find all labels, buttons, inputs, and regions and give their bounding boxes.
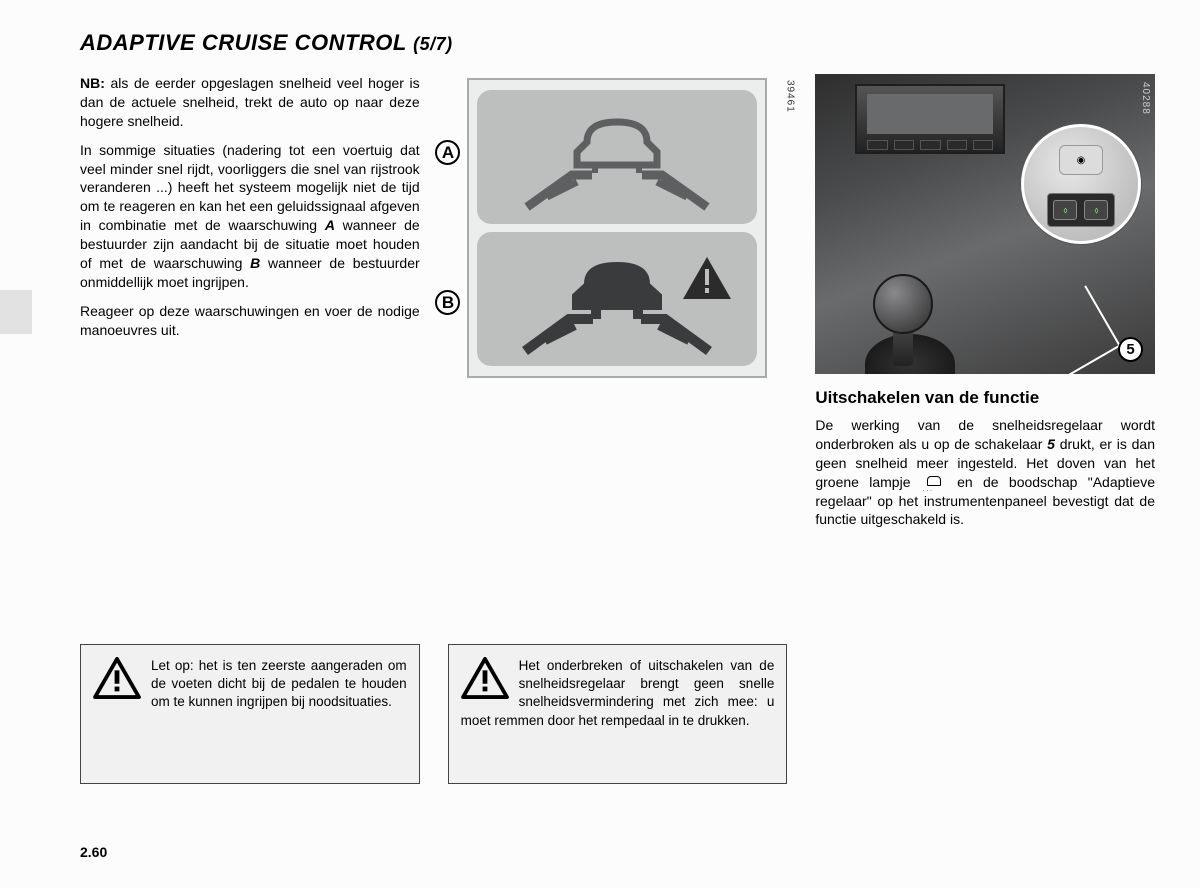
title-main: ADAPTIVE CRUISE CONTROL xyxy=(80,30,406,55)
warning-icon xyxy=(93,657,141,699)
leader-line xyxy=(1025,285,1121,374)
p2b: A xyxy=(325,217,335,233)
column-left: NB: als de eerder opgeslagen snelheid ve… xyxy=(80,74,420,794)
car-diagram-a xyxy=(497,97,737,217)
switch-panel: ⬨ ⬨ xyxy=(1047,193,1115,227)
label-5: 5 xyxy=(1118,337,1143,362)
p2d: B xyxy=(250,255,260,271)
fig-ref-center: 39461 xyxy=(784,80,795,113)
p2: In sommige situaties (nadering tot een v… xyxy=(80,141,420,292)
warning-display-a xyxy=(477,90,757,224)
label-b: B xyxy=(435,290,460,315)
fig-ref-right: 40288 xyxy=(1140,82,1151,115)
warning-display-b xyxy=(477,232,757,366)
warning-icon xyxy=(461,657,509,699)
switch-btn-2: ⬨ xyxy=(1084,200,1108,220)
car-diagram-b xyxy=(497,239,737,359)
p1: NB: als de eerder opgeslagen snelheid ve… xyxy=(80,74,420,131)
body-b: 5 xyxy=(1047,436,1055,452)
warning-box-center: Het onderbreken of uitschakelen van de s… xyxy=(448,644,788,784)
title-sub: (5/7) xyxy=(413,34,453,54)
dashboard-screen xyxy=(855,84,1005,154)
column-center: 39461 A B xyxy=(448,74,788,794)
warn-left-text: Let op: het is ten zeerste aangeraden om… xyxy=(151,658,407,709)
cruise-icon: ∙∙∙ xyxy=(923,476,945,490)
side-tab xyxy=(0,290,32,334)
p1-lead: NB: xyxy=(80,75,105,91)
columns: NB: als de eerder opgeslagen snelheid ve… xyxy=(80,74,1155,794)
warning-box-left: Let op: het is ten zeerste aangeraden om… xyxy=(80,644,420,784)
page-title: ADAPTIVE CRUISE CONTROL (5/7) xyxy=(80,30,1160,56)
column-right: 40288 ◉ ⬨ ⬨ 5 Uitschakelen van de functi… xyxy=(815,74,1155,794)
interior-photo: 40288 ◉ ⬨ ⬨ 5 xyxy=(815,74,1155,374)
switch-btn-1: ⬨ xyxy=(1053,200,1077,220)
section-body: De werking van de snelheidsregelaar word… xyxy=(815,416,1155,529)
section-title: Uitschakelen van de functie xyxy=(815,388,1155,408)
callout-circle: ◉ ⬨ ⬨ xyxy=(1021,124,1141,244)
callout-top-icon: ◉ xyxy=(1059,145,1103,175)
gear-knob xyxy=(873,274,933,334)
p3: Reageer op deze waarschuwingen en voer d… xyxy=(80,302,420,340)
label-a: A xyxy=(435,140,460,165)
figure-center: A B xyxy=(467,78,767,378)
p1-rest: als de eerder opgeslagen snelheid veel h… xyxy=(80,75,420,129)
page-number: 2.60 xyxy=(80,844,107,860)
